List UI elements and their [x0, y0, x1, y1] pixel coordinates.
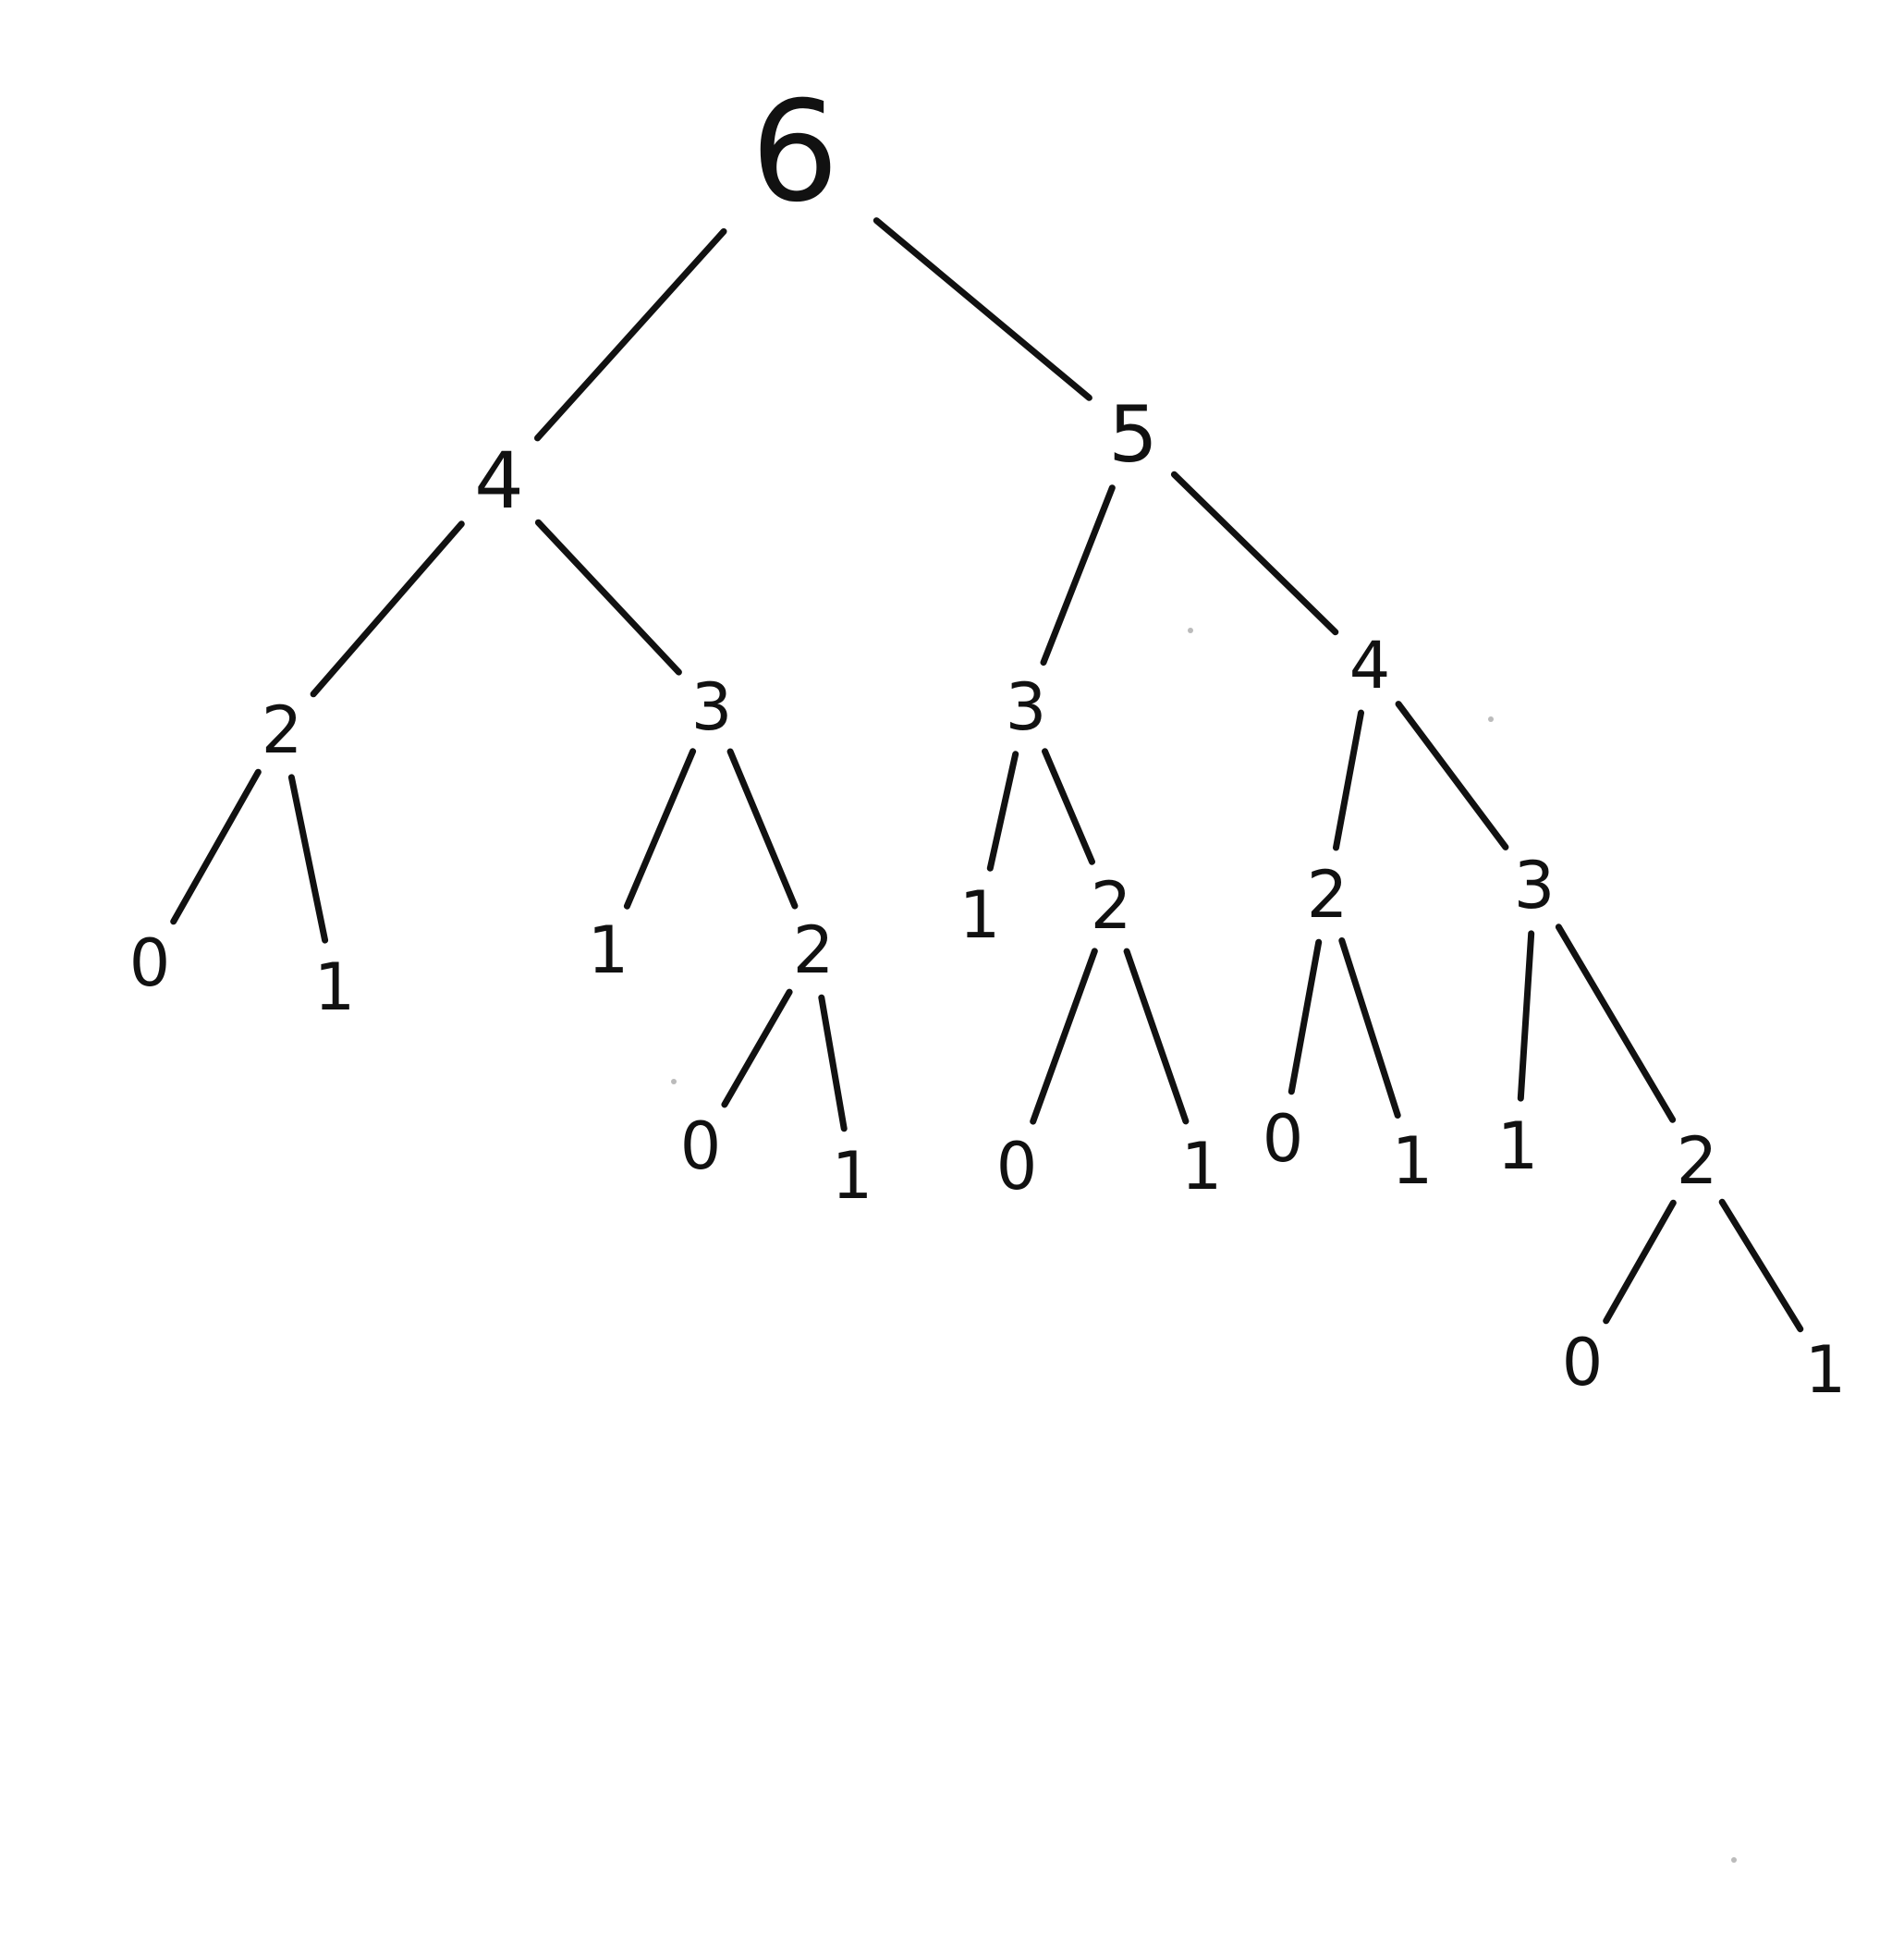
tree-edge-r11-to-r110: [1333, 709, 1364, 851]
tree-edge-r111-to-r1110: [1517, 930, 1535, 1102]
tree-edge-r1111-to-r11111: [1718, 1198, 1804, 1333]
tree-node-r011: 2: [793, 912, 835, 988]
tree-node-r11: 4: [1349, 628, 1391, 703]
tree-edge-r00-to-r001: [287, 774, 329, 944]
tree-node-r0111: 1: [832, 1138, 873, 1214]
tree-edge-r01-to-r011: [726, 748, 799, 910]
tree-edge-r110-to-r1101: [1338, 937, 1401, 1119]
tree-edge-r0-to-r01: [534, 519, 682, 676]
tree-edge-r10-to-r101: [1042, 748, 1095, 865]
tree-node-r1010: 0: [996, 1129, 1038, 1205]
tree-node-r1110: 1: [1497, 1108, 1539, 1184]
tree-edge-r011-to-r0111: [818, 994, 848, 1132]
tree-node-r: 6: [751, 72, 838, 233]
tree-edges: [170, 217, 1804, 1333]
tree-node-r100: 1: [959, 877, 1001, 953]
tree-node-r101: 2: [1091, 868, 1132, 944]
tree-node-r00: 2: [262, 692, 303, 768]
tree-edge-r111-to-r1111: [1555, 924, 1677, 1123]
tree-node-r111: 3: [1514, 848, 1556, 924]
tree-edge-r101-to-r1011: [1123, 948, 1190, 1125]
tree-node-r010: 1: [588, 912, 629, 988]
tree-node-r001: 1: [314, 949, 356, 1025]
tree-edge-r01-to-r010: [623, 748, 697, 910]
tree-edge-r1-to-r10: [1040, 484, 1116, 667]
tree-node-r110: 2: [1307, 857, 1349, 933]
tree-node-r0110: 0: [680, 1108, 722, 1184]
tree-node-r000: 0: [129, 925, 171, 1001]
tree-node-r1111: 2: [1677, 1123, 1718, 1199]
tree-edge-r10-to-r100: [986, 751, 1019, 872]
tree-edge-r011-to-r0110: [721, 988, 793, 1108]
paper-specks: [671, 628, 1737, 1863]
tree-node-r0: 4: [474, 435, 523, 526]
tree-edge-r101-to-r1010: [1030, 948, 1098, 1125]
tree-node-r11110: 0: [1562, 1325, 1604, 1401]
tree-node-r01: 3: [691, 669, 733, 745]
tree-edge-r1-to-r11: [1170, 471, 1339, 636]
tree-node-r10: 3: [1006, 669, 1047, 745]
tree-node-r1011: 1: [1181, 1129, 1223, 1205]
tree-edge-r00-to-r000: [170, 768, 262, 925]
tree-edge-r-to-r0: [534, 227, 727, 442]
tree-edge-r1111-to-r11110: [1603, 1199, 1677, 1325]
tree-edge-r110-to-r1100: [1288, 938, 1323, 1095]
tree-node-r1: 5: [1108, 389, 1157, 480]
tree-edge-r0-to-r00: [310, 520, 465, 698]
tree-node-r11111: 1: [1805, 1332, 1847, 1408]
tree-node-r1101: 1: [1392, 1123, 1434, 1199]
tree-node-r1100: 0: [1263, 1101, 1304, 1177]
tree-edge-r-to-r1: [873, 217, 1092, 401]
tree-edge-r11-to-r111: [1395, 701, 1509, 850]
